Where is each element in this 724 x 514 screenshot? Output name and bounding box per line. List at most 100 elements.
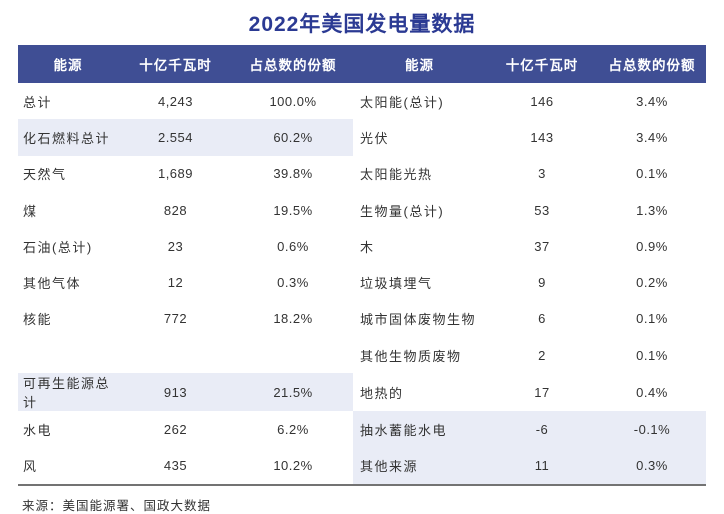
value-cell: 6 <box>538 311 546 327</box>
share-cell: 0.4% <box>636 384 668 400</box>
energy-cell: 化石燃料总计 <box>23 130 111 146</box>
energy-cell: 太阳能光热 <box>360 167 433 183</box>
row-half-left <box>18 337 353 373</box>
share-cell: 60.2% <box>273 129 313 145</box>
table-header-right: 能源 十亿千瓦时 占总数的份额 <box>353 45 706 83</box>
share-cell: 3.4% <box>636 93 668 109</box>
row-half-right: 木 37 0.9% <box>353 228 706 264</box>
row-half-left: 石油(总计) 23 0.6% <box>18 228 353 264</box>
value-cell: 4,243 <box>157 93 194 109</box>
value-cell: 913 <box>163 384 188 400</box>
value-cell: 435 <box>163 458 188 474</box>
value-cell: 1,689 <box>157 166 194 182</box>
source-note: 来源：美国能源署、国政大数据 <box>22 499 212 513</box>
table-row: 风 435 10.2% 其他来源 11 0.3% <box>18 447 706 484</box>
energy-cell <box>18 337 118 373</box>
row-half-left: 煤 828 19.5% <box>18 192 353 228</box>
energy-cell: 城市固体废物生物 <box>360 312 477 328</box>
energy-cell: 其他生物质废物 <box>360 348 462 364</box>
energy-cell: 太阳能(总计) <box>360 94 445 110</box>
generation-data-table: 能源 十亿千瓦时 占总数的份额 能源 十亿千瓦时 占总数的份额 总计 4,243… <box>18 45 706 486</box>
energy-cell: 总计 <box>23 94 53 110</box>
share-cell: 10.2% <box>273 458 313 474</box>
row-half-right: 垃圾填埋气 9 0.2% <box>353 264 706 300</box>
header-share-left: 占总数的份额 <box>249 58 337 73</box>
energy-cell: 其他气体 <box>23 276 82 292</box>
row-half-left: 风 435 10.2% <box>18 448 353 484</box>
share-cell: 19.5% <box>273 202 313 218</box>
row-half-left: 天然气 1,689 39.8% <box>18 156 353 192</box>
table-row: 煤 828 19.5% 生物量(总计) 53 1.3% <box>18 192 706 228</box>
energy-cell: 水电 <box>23 423 53 439</box>
value-cell: 2.554 <box>157 129 194 145</box>
header-energy-right: 能源 <box>405 58 434 73</box>
share-cell: 0.2% <box>636 275 668 291</box>
share-cell <box>233 337 353 373</box>
energy-cell: 光伏 <box>360 130 390 146</box>
value-cell: 12 <box>167 275 184 291</box>
row-half-right: 其他生物质废物 2 0.1% <box>353 337 706 373</box>
energy-cell: 其他来源 <box>360 459 419 475</box>
value-cell: 9 <box>538 275 546 291</box>
energy-cell: 木 <box>360 239 375 255</box>
energy-cell: 可再生能源总计 <box>23 376 111 411</box>
header-energy-left: 能源 <box>53 58 83 73</box>
table-header-left: 能源 十亿千瓦时 占总数的份额 <box>18 45 353 83</box>
value-cell: 143 <box>530 129 554 145</box>
table-row: 可再生能源总计 913 21.5% 地热的 17 0.4% <box>18 373 706 412</box>
share-cell: 3.4% <box>636 129 668 145</box>
value-cell: 2 <box>538 347 546 363</box>
value-cell: 37 <box>534 238 550 254</box>
share-cell: 1.3% <box>636 202 668 218</box>
value-cell: 53 <box>534 202 550 218</box>
value-cell: 262 <box>163 422 188 438</box>
table-row: 石油(总计) 23 0.6% 木 37 0.9% <box>18 228 706 264</box>
energy-cell: 垃圾填埋气 <box>360 276 433 292</box>
share-cell: 0.3% <box>636 458 668 474</box>
row-half-left: 核能 772 18.2% <box>18 301 353 337</box>
value-cell: -6 <box>535 422 549 438</box>
row-half-right: 生物量(总计) 53 1.3% <box>353 192 706 228</box>
share-cell: 0.3% <box>277 275 309 291</box>
table-row: 总计 4,243 100.0% 太阳能(总计) 146 3.4% <box>18 83 706 119</box>
share-cell: 0.1% <box>636 347 668 363</box>
energy-cell: 抽水蓄能水电 <box>360 423 448 439</box>
energy-cell: 风 <box>23 459 38 475</box>
table-row: 天然气 1,689 39.8% 太阳能光热 3 0.1% <box>18 156 706 192</box>
energy-cell: 煤 <box>23 203 38 219</box>
value-cell: 828 <box>163 202 188 218</box>
share-cell: 21.5% <box>273 384 313 400</box>
header-value-left: 十亿千瓦时 <box>139 58 212 73</box>
table-row: 其他生物质废物 2 0.1% <box>18 337 706 373</box>
share-cell: 0.9% <box>636 238 668 254</box>
share-cell: -0.1% <box>633 422 671 438</box>
row-half-left: 水电 262 6.2% <box>18 411 353 447</box>
share-cell: 0.1% <box>636 311 668 327</box>
row-half-left: 化石燃料总计 2.554 60.2% <box>18 119 353 156</box>
row-half-right: 地热的 17 0.4% <box>353 373 706 411</box>
energy-cell: 核能 <box>23 312 53 328</box>
table-row: 化石燃料总计 2.554 60.2% 光伏 143 3.4% <box>18 119 706 156</box>
table-row: 核能 772 18.2% 城市固体废物生物 6 0.1% <box>18 301 706 337</box>
energy-cell: 石油(总计) <box>23 239 93 255</box>
share-cell: 39.8% <box>273 166 313 182</box>
table-body: 总计 4,243 100.0% 太阳能(总计) 146 3.4% 化石燃料总计 … <box>18 83 706 486</box>
value-cell: 146 <box>530 93 554 109</box>
row-half-right: 抽水蓄能水电 -6 -0.1% <box>353 411 706 448</box>
value-cell: 23 <box>167 238 184 254</box>
row-half-right: 太阳能光热 3 0.1% <box>353 156 706 192</box>
energy-cell: 地热的 <box>360 385 404 401</box>
table-row: 其他气体 12 0.3% 垃圾填埋气 9 0.2% <box>18 264 706 300</box>
energy-cell: 生物量(总计) <box>360 203 445 219</box>
value-cell: 11 <box>534 458 550 474</box>
table-row: 水电 262 6.2% 抽水蓄能水电 -6 -0.1% <box>18 411 706 448</box>
value-cell <box>118 337 233 373</box>
energy-cell: 天然气 <box>23 167 67 183</box>
share-cell: 18.2% <box>273 311 313 327</box>
page-title: 2022年美国发电量数据 <box>248 13 476 36</box>
value-cell: 17 <box>534 384 550 400</box>
header-value-right: 十亿千瓦时 <box>505 58 579 73</box>
share-cell: 0.1% <box>636 166 668 182</box>
share-cell: 0.6% <box>277 238 309 254</box>
share-cell: 6.2% <box>277 422 309 438</box>
